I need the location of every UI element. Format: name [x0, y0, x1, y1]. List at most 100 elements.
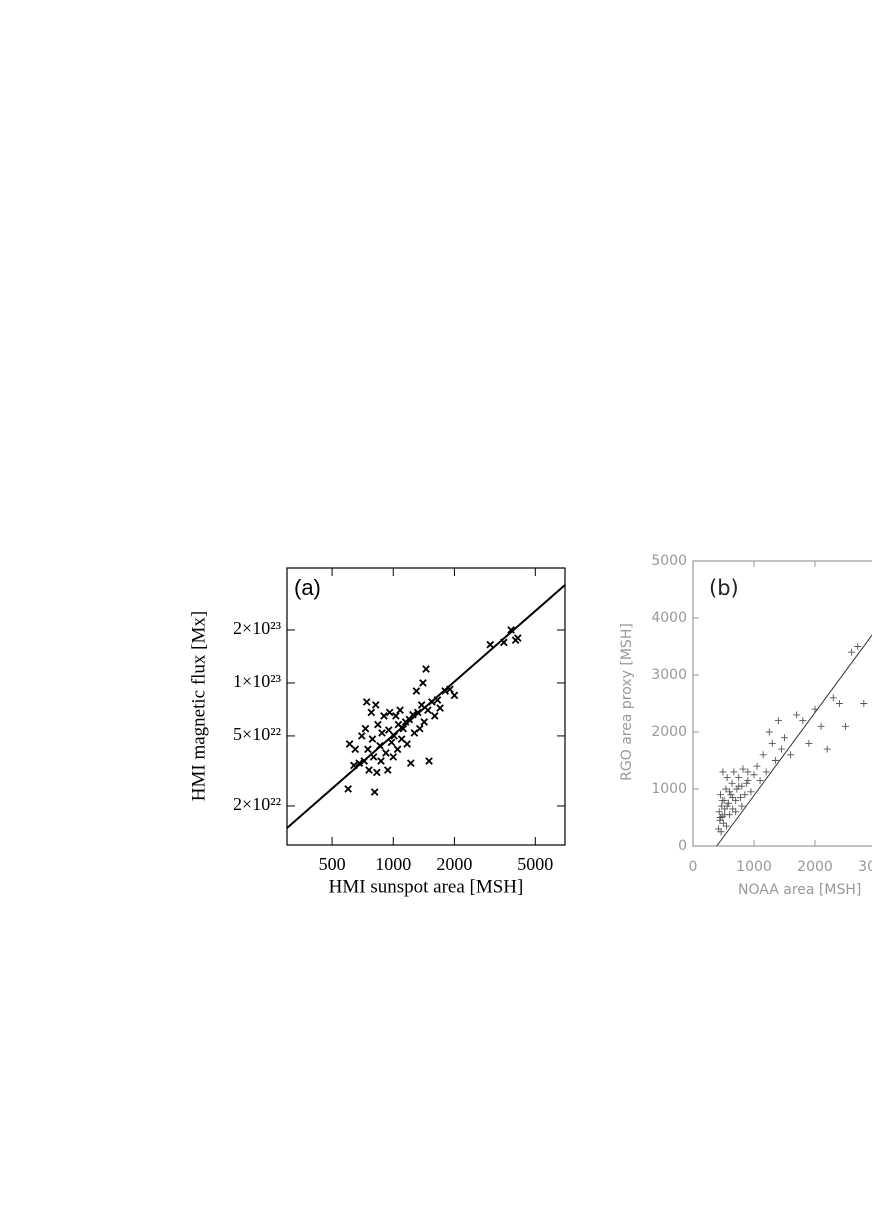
fit-line [716, 634, 872, 847]
point [829, 694, 837, 702]
point [860, 700, 868, 707]
point [387, 738, 396, 747]
point [417, 701, 426, 709]
y-tick-label: 2×10²² [233, 794, 281, 814]
point [361, 724, 370, 733]
point [723, 822, 731, 830]
point [420, 718, 429, 726]
point [412, 687, 421, 695]
point [787, 751, 795, 759]
point [747, 788, 755, 796]
point [805, 739, 813, 747]
point [741, 791, 749, 799]
point [425, 757, 433, 765]
x-tick-label: 2000 [797, 859, 833, 875]
x-tick-label: 3000 [858, 859, 872, 875]
point [344, 785, 353, 793]
point [762, 768, 770, 776]
point [727, 791, 735, 799]
point [389, 753, 398, 761]
point [385, 708, 394, 717]
point [377, 757, 385, 765]
x-axis-label: HMI sunspot area [MSH] [329, 876, 524, 897]
point [835, 700, 843, 707]
x-tick-label: 2000 [436, 854, 472, 874]
point [765, 728, 773, 736]
point [793, 711, 801, 719]
point [723, 774, 731, 782]
point [716, 816, 724, 824]
point [848, 648, 856, 656]
point [403, 740, 411, 748]
point [750, 771, 758, 779]
point [513, 634, 522, 642]
point [406, 759, 415, 768]
point [718, 796, 726, 804]
point [774, 717, 782, 725]
point [364, 745, 372, 754]
point [419, 679, 427, 687]
point [724, 799, 732, 807]
point [759, 751, 767, 759]
point [799, 717, 807, 725]
point [744, 776, 752, 784]
point [367, 708, 376, 717]
point [842, 722, 849, 730]
y-tick-label: 5000 [651, 553, 687, 569]
point [362, 698, 371, 706]
y-tick-label: 2×10²³ [233, 618, 282, 638]
point [393, 745, 402, 754]
point [823, 745, 831, 753]
point [716, 814, 724, 821]
y-tick-label: 0 [678, 838, 687, 854]
point [726, 788, 734, 796]
point [374, 720, 382, 729]
point [735, 774, 743, 782]
plot-frame [286, 567, 566, 846]
point [733, 785, 741, 793]
y-axis-label: HMI magnetic flux [Mx] [188, 611, 209, 801]
point [384, 726, 393, 734]
point [415, 724, 424, 733]
point [854, 643, 862, 650]
fit-line [286, 584, 566, 829]
plot-frame [692, 560, 872, 847]
point [372, 768, 381, 777]
point [430, 712, 439, 720]
x-axis-label: NOAA area [MSH] [738, 882, 861, 898]
point [383, 766, 392, 774]
point [739, 765, 747, 773]
point [382, 749, 390, 757]
point [732, 796, 740, 804]
point [357, 732, 366, 740]
point [396, 706, 404, 715]
point [422, 665, 430, 673]
point [399, 724, 408, 733]
point [720, 819, 727, 827]
point [378, 729, 386, 737]
y-tick-label: 5×10²² [233, 724, 281, 744]
point [721, 811, 729, 819]
point [722, 785, 730, 793]
point [723, 802, 731, 810]
y-tick-label: 1000 [651, 781, 687, 797]
point [781, 734, 788, 742]
point [735, 782, 743, 790]
point [744, 768, 752, 776]
x-tick-label: 5000 [517, 854, 553, 874]
point [743, 779, 751, 787]
point [371, 701, 380, 709]
point [737, 794, 745, 802]
point [424, 706, 432, 715]
point [738, 802, 746, 810]
point [753, 762, 761, 770]
point [486, 640, 495, 649]
point [768, 739, 776, 747]
point [817, 722, 825, 730]
point [719, 768, 727, 776]
y-tick-label: 3000 [651, 667, 687, 683]
point [730, 768, 738, 776]
y-tick-label: 1×10²³ [233, 671, 282, 691]
